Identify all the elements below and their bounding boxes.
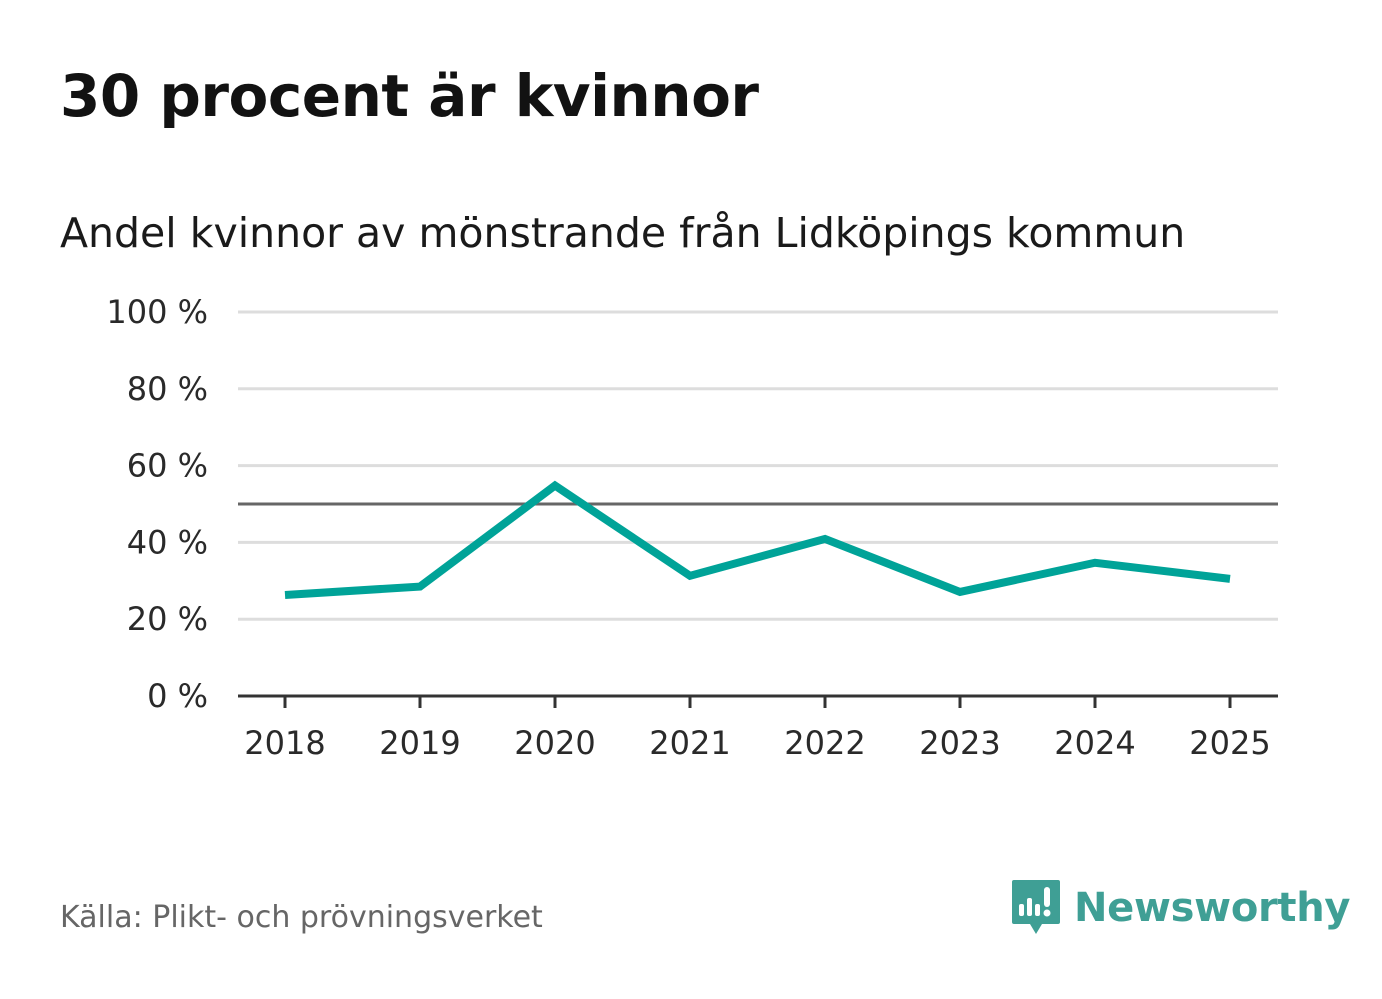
y-tick-label: 60 % <box>127 447 208 485</box>
x-tick-label: 2023 <box>919 724 1000 762</box>
data-point-2018 <box>284 594 286 596</box>
y-axis-labels: 0 % 20 % 40 % 60 % 80 % 100 % <box>106 293 208 715</box>
x-tick-label: 2025 <box>1189 724 1270 762</box>
x-tick-label: 2019 <box>379 724 460 762</box>
newsworthy-logo-icon <box>1012 880 1060 934</box>
data-point-2021 <box>689 575 691 577</box>
data-point-2022 <box>824 538 826 540</box>
x-tick-label: 2018 <box>244 724 325 762</box>
x-tick-label: 2022 <box>784 724 865 762</box>
data-point-2025 <box>1229 578 1231 580</box>
data-point-2020 <box>554 485 556 487</box>
y-tick-label: 0 % <box>147 677 208 715</box>
data-point-2019 <box>419 586 421 588</box>
y-tick-label: 40 % <box>127 523 208 561</box>
y-tick-label: 80 % <box>127 370 208 408</box>
y-tick-label: 20 % <box>127 600 208 638</box>
series-line <box>284 480 1231 600</box>
x-axis <box>238 694 1278 708</box>
source-note: Källa: Plikt- och prövningsverket <box>60 900 543 935</box>
series-group <box>284 480 1231 600</box>
y-tick-label: 100 % <box>106 293 208 331</box>
chart-title: 30 procent är kvinnor <box>60 62 759 130</box>
data-point-2024 <box>1094 562 1096 564</box>
x-tick-label: 2021 <box>649 724 730 762</box>
data-point-2023 <box>959 591 961 593</box>
x-axis-labels: 2018 2019 2020 2021 2022 2023 2024 2025 <box>244 724 1270 762</box>
x-tick-label: 2024 <box>1054 724 1135 762</box>
gridlines <box>238 310 1278 621</box>
chart-subtitle: Andel kvinnor av mönstrande från Lidköpi… <box>60 209 1186 257</box>
brand-name: Newsworthy <box>1074 885 1351 931</box>
x-tick-label: 2020 <box>514 724 595 762</box>
brand-logo: Newsworthy <box>1010 878 1351 938</box>
